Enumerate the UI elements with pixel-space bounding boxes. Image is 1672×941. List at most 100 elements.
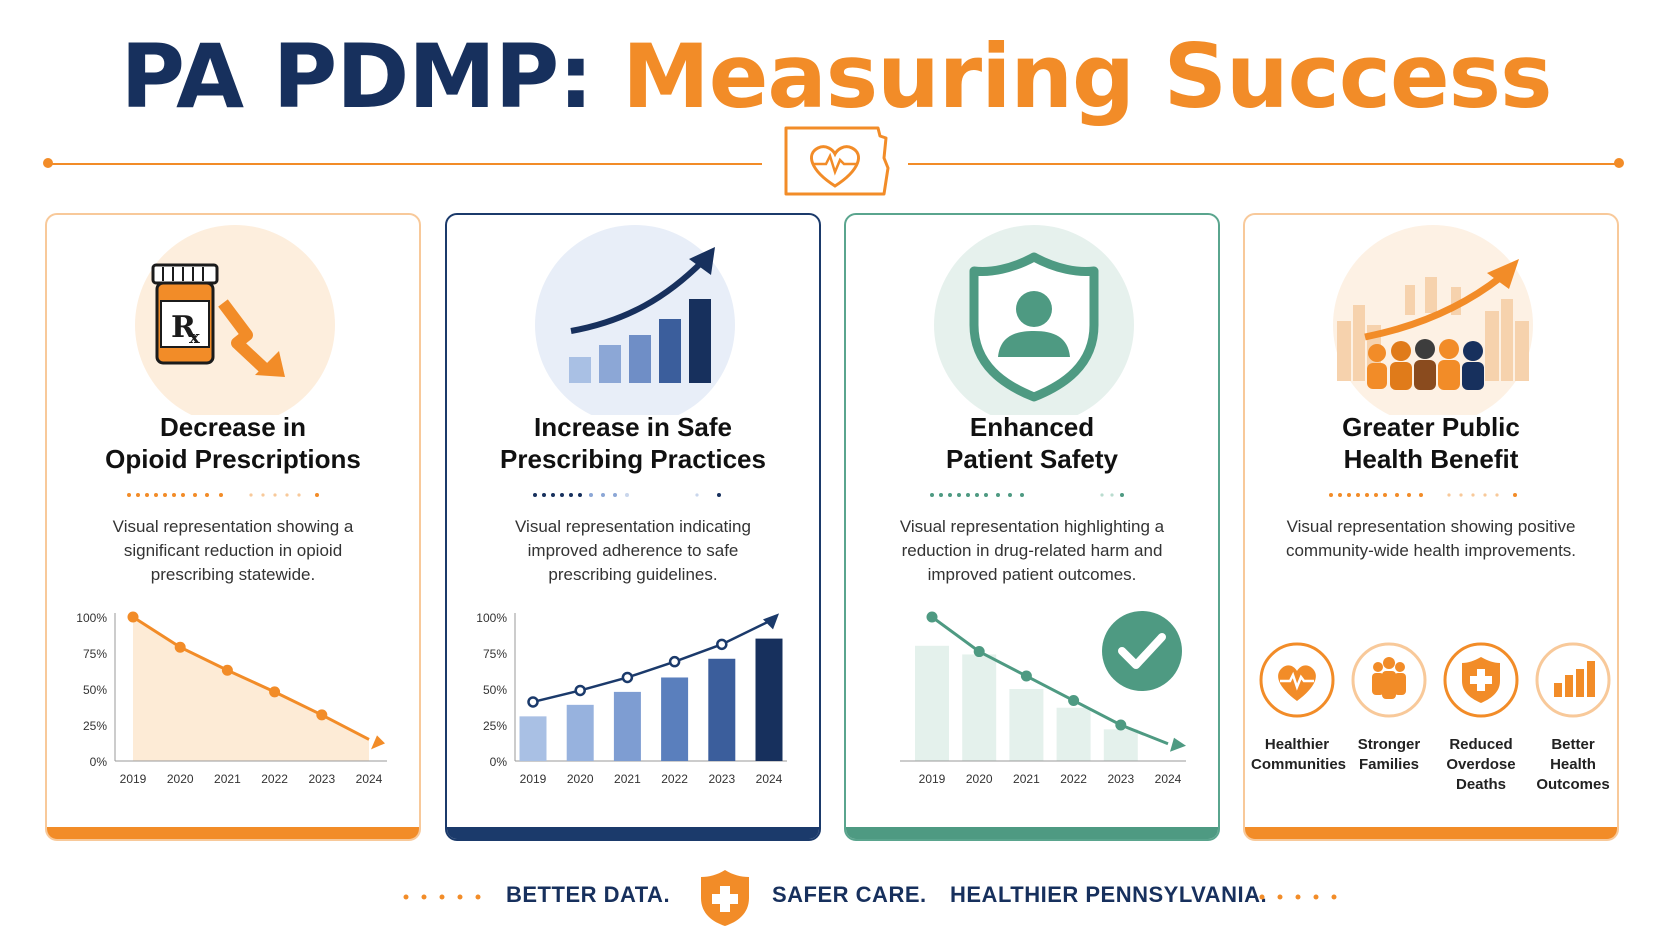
family-icon [1351, 642, 1427, 718]
benefit-label-line: Healthier [1264, 736, 1330, 753]
dot-separator [1329, 493, 1517, 497]
x-tick-label: 2024 [1155, 772, 1182, 786]
data-point [1068, 695, 1080, 707]
card-patient-safety: Enhanced Patient Safety Visual represent… [844, 213, 1220, 841]
footer-safer-care: SAFER CARE. [772, 882, 927, 907]
benefit-label-line: Overdose [1446, 756, 1516, 773]
x-tick-label: 2020 [966, 772, 993, 786]
x-tick-label: 2022 [661, 772, 688, 786]
card-heading: Decrease in Opioid Prescriptions [57, 411, 409, 475]
card-description: Visual representation indicating improve… [515, 517, 751, 584]
check-icon [1118, 633, 1166, 669]
card-heading: Greater Public Health Benefit [1255, 411, 1607, 475]
card-heading-line1: Enhanced [969, 412, 1095, 442]
card-heading-line2: Patient Safety [946, 444, 1118, 474]
benefit-label-line: Stronger [1357, 736, 1421, 753]
data-point [127, 611, 139, 623]
trend-point [574, 684, 586, 697]
card-heading-line2: Health Benefit [1343, 444, 1519, 474]
card-heading: Enhanced Patient Safety [856, 411, 1208, 475]
benefit-stronger-families: Stronger Families [1343, 641, 1435, 775]
footer-dots-left [403, 894, 481, 900]
bar [708, 658, 736, 761]
benefit-label-line: Deaths [1455, 776, 1507, 793]
x-tick-label: 2024 [356, 772, 383, 786]
x-tick-label: 2021 [614, 772, 641, 786]
bar [1056, 707, 1091, 761]
card-heading-line2: Opioid Prescriptions [105, 444, 361, 474]
y-tick-label: 0% [90, 755, 108, 769]
card-safe-prescribing: Increase in Safe Prescribing Practices V… [445, 213, 821, 841]
x-tick-label: 2024 [756, 772, 783, 786]
y-tick-label: 75% [83, 647, 107, 661]
card-description: Visual representation highlighting a red… [899, 517, 1165, 584]
x-tick-label: 2023 [308, 772, 335, 786]
card-heading-line1: Greater Public [1342, 412, 1520, 442]
benefit-label-line: Health [1550, 756, 1596, 773]
trend-arrowhead [763, 613, 779, 630]
data-point [926, 611, 938, 623]
x-tick-label: 2019 [919, 772, 946, 786]
trend-point [621, 671, 634, 684]
divider-left [50, 163, 762, 165]
x-tick-label: 2020 [567, 772, 594, 786]
benefit-label: Reduced Overdose Deaths [1435, 735, 1527, 795]
data-point [174, 641, 186, 653]
svg-text:R: R [171, 310, 197, 345]
benefit-healthier-communities: Healthier Communities [1251, 641, 1347, 775]
patient-safety-chart: 2019 2020 2021 2022 2023 2024 [900, 611, 1186, 786]
y-tick-label: 0% [490, 755, 508, 769]
area-fill [133, 617, 369, 761]
safe-prescribing-chart: 0% 25% 50% 75% 100% 2019 2020 2021 2022 2023 2024 [476, 611, 787, 786]
footer-healthier-pennsylvania: HEALTHIER PENNSYLVANIA. [950, 882, 1268, 907]
bar-chart-icon [1535, 642, 1611, 718]
x-tick-label: 2019 [520, 772, 547, 786]
card-heading-line1: Decrease in [160, 412, 306, 442]
bar [519, 716, 547, 761]
benefit-reduced-overdose: Reduced Overdose Deaths [1435, 641, 1527, 795]
bar [613, 691, 641, 761]
y-tick-label: 100% [76, 611, 107, 625]
benefit-label-line: Better [1551, 736, 1595, 753]
data-point [269, 686, 281, 698]
bar [755, 638, 783, 761]
divider-right-dot [1614, 158, 1624, 168]
svg-text:x: x [189, 327, 200, 348]
data-point [973, 646, 985, 658]
data-point [316, 709, 328, 721]
card-bottom-bar [1245, 827, 1617, 839]
trend-point [716, 638, 728, 651]
benefit-label-line: Reduced [1449, 736, 1513, 753]
y-tick-label: 75% [483, 647, 507, 661]
card-heading: Increase in Safe Prescribing Practices [457, 411, 809, 475]
benefit-better-outcomes: Better Health Outcomes [1527, 641, 1617, 795]
x-tick-label: 2023 [708, 772, 735, 786]
x-tick-label: 2019 [120, 772, 147, 786]
dot-separator [533, 493, 721, 497]
divider-right [908, 163, 1620, 165]
bar [1009, 689, 1044, 761]
benefit-label-line: Communities [1251, 756, 1347, 773]
card-public-health: Greater Public Health Benefit Visual rep… [1243, 213, 1619, 841]
y-tick-label: 25% [483, 719, 507, 733]
trend-line [532, 620, 770, 704]
card-description: Visual representation showing positive c… [1285, 517, 1577, 560]
pennsylvania-heart-icon [784, 126, 890, 196]
benefit-label-line: Outcomes [1536, 776, 1610, 793]
trend-point [668, 655, 681, 668]
y-tick-label: 100% [476, 611, 507, 625]
dot-separator [930, 493, 1124, 497]
card-heading-line2: Prescribing Practices [500, 444, 766, 474]
bar [661, 677, 689, 761]
bar [1103, 729, 1138, 761]
card-bottom-bar [447, 827, 819, 839]
series-line [931, 615, 1169, 746]
x-tick-label: 2022 [261, 772, 288, 786]
data-point [221, 664, 233, 676]
x-tick-label: 2021 [214, 772, 241, 786]
heart-pulse-icon [1259, 642, 1335, 718]
shield-cross-icon [1443, 642, 1519, 718]
trend-arrowhead [371, 735, 385, 750]
card-heading-line1: Increase in Safe [534, 412, 732, 442]
x-tick-label: 2021 [1013, 772, 1040, 786]
